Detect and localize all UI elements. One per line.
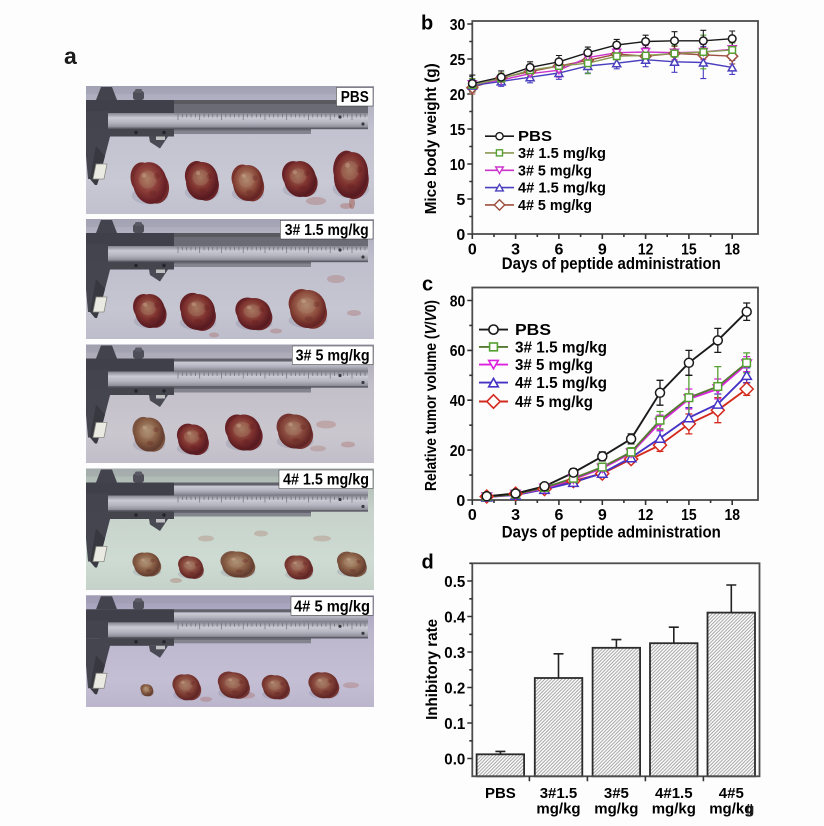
svg-text:4# 5 mg/kg: 4# 5 mg/kg	[515, 394, 593, 411]
svg-text:12: 12	[638, 242, 654, 259]
svg-text:3# 5 mg/kg: 3# 5 mg/kg	[296, 348, 370, 365]
svg-text:PBS: PBS	[341, 89, 369, 106]
svg-text:0: 0	[456, 227, 465, 244]
svg-text:0: 0	[468, 507, 477, 524]
svg-text:12: 12	[638, 507, 654, 524]
svg-text:9: 9	[598, 242, 607, 259]
svg-text:30: 30	[450, 17, 466, 34]
svg-text:9: 9	[598, 507, 607, 524]
svg-text:mg/kg: mg/kg	[652, 801, 696, 818]
svg-text:g̈: g̈	[746, 802, 754, 817]
svg-text:20: 20	[450, 443, 466, 460]
svg-text:b: b	[421, 12, 433, 34]
svg-text:4# 5 mg/kg: 4# 5 mg/kg	[294, 598, 370, 615]
svg-text:mg/kg: mg/kg	[536, 801, 580, 818]
svg-text:3# 1.5 mg/kg: 3# 1.5 mg/kg	[285, 222, 369, 239]
svg-text:60: 60	[450, 343, 466, 360]
svg-text:0.2: 0.2	[444, 680, 465, 697]
svg-text:3#1.5: 3#1.5	[540, 785, 578, 802]
svg-text:18: 18	[724, 507, 740, 524]
svg-text:4# 1.5 mg/kg: 4# 1.5 mg/kg	[515, 375, 607, 392]
svg-text:Inhibitory rate: Inhibitory rate	[424, 619, 441, 720]
svg-text:3: 3	[511, 242, 520, 259]
svg-text:80: 80	[450, 293, 466, 310]
svg-text:3# 5 mg/kg: 3# 5 mg/kg	[518, 163, 592, 179]
svg-text:0.5: 0.5	[444, 574, 465, 591]
svg-text:PBS: PBS	[515, 322, 551, 339]
svg-text:3#5: 3#5	[604, 785, 629, 802]
svg-text:4# 5 mg/kg: 4# 5 mg/kg	[518, 198, 592, 214]
svg-text:15: 15	[681, 242, 697, 259]
svg-text:0.3: 0.3	[444, 645, 465, 662]
svg-text:0.0: 0.0	[444, 751, 465, 768]
svg-text:3# 1.5 mg/kg: 3# 1.5 mg/kg	[515, 339, 607, 356]
svg-text:4# 1.5 mg/kg: 4# 1.5 mg/kg	[518, 181, 606, 197]
svg-text:0: 0	[456, 493, 465, 510]
svg-text:40: 40	[450, 393, 466, 410]
svg-text:3# 5 mg/kg: 3# 5 mg/kg	[515, 357, 593, 374]
svg-text:a: a	[64, 43, 77, 69]
svg-text:4#5: 4#5	[719, 785, 744, 802]
svg-text:mg/kg: mg/kg	[709, 801, 753, 818]
svg-text:4# 1.5 mg/kg: 4# 1.5 mg/kg	[283, 472, 369, 489]
svg-text:0.4: 0.4	[444, 609, 465, 626]
svg-text:d: d	[422, 551, 434, 573]
svg-text:0.1: 0.1	[444, 716, 465, 733]
svg-text:6: 6	[554, 507, 563, 524]
svg-text:15: 15	[450, 122, 466, 139]
svg-text:20: 20	[450, 87, 466, 104]
svg-text:0: 0	[468, 242, 477, 259]
svg-text:c: c	[422, 273, 433, 295]
svg-text:Relative tumor volume (V/V0): Relative tumor volume (V/V0)	[423, 300, 440, 491]
svg-text:25: 25	[450, 52, 466, 69]
svg-text:15: 15	[681, 507, 697, 524]
svg-text:3# 1.5 mg/kg: 3# 1.5 mg/kg	[518, 146, 606, 162]
svg-text:4#1.5: 4#1.5	[655, 785, 693, 802]
svg-text:PBS: PBS	[485, 785, 516, 802]
svg-text:Days of peptide administration: Days of peptide administration	[502, 255, 721, 273]
svg-text:6: 6	[554, 242, 563, 259]
svg-text:mg/kg: mg/kg	[594, 801, 638, 818]
svg-text:5: 5	[456, 192, 465, 209]
svg-text:Days of peptide administration: Days of peptide administration	[502, 524, 721, 542]
svg-text:3: 3	[511, 507, 520, 524]
svg-text:10: 10	[450, 157, 466, 174]
svg-text:Mice body weight (g): Mice body weight (g)	[423, 63, 440, 214]
svg-text:PBS: PBS	[518, 129, 552, 145]
svg-text:18: 18	[724, 242, 740, 259]
